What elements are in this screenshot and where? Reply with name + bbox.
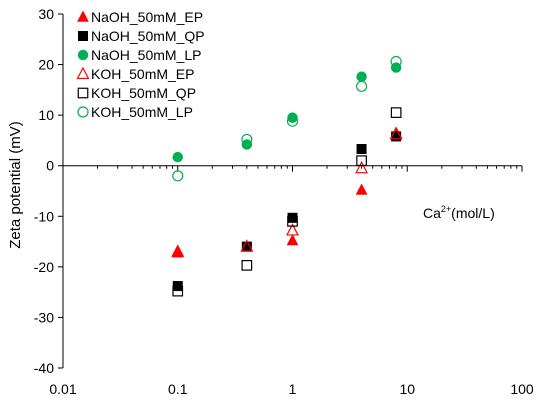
y-tick-label: 0 [46, 158, 54, 174]
legend-label: KOH_50mM_LP [91, 104, 193, 120]
x-tick-label: 0.1 [168, 381, 188, 397]
data-point [355, 80, 368, 92]
legend-marker [77, 106, 89, 118]
legend-item: KOH_50mM_EP [76, 66, 194, 82]
series-koh-50mm-qp [172, 107, 402, 297]
series-naoh-50mm-ep [171, 126, 403, 258]
annotation-rest: (mol/L) [451, 205, 495, 221]
legend-label: NaOH_50mM_LP [91, 47, 202, 63]
legend-item: KOH_50mM_LP [77, 104, 193, 120]
y-tick-label: -30 [34, 309, 54, 325]
x-tick-label: 100 [510, 381, 534, 397]
data-point [171, 244, 185, 257]
series-koh-50mm-ep [171, 127, 403, 257]
legend-marker [77, 87, 89, 99]
legend-item: NaOH_50mM_QP [78, 28, 205, 44]
legend-marker [78, 31, 88, 41]
axes: -40 -30 -20 -10 0 10 20 30 0.01 0.1 1 10 100 [34, 6, 534, 397]
data-marks [171, 55, 403, 297]
data-point [286, 223, 299, 236]
y-tick-label: 20 [38, 57, 54, 73]
legend-label: NaOH_50mM_EP [91, 9, 203, 25]
data-point [172, 151, 183, 163]
data-point [390, 62, 402, 73]
legend-marker [76, 66, 90, 80]
data-point [390, 55, 402, 68]
data-point [389, 127, 403, 140]
y-tick-label: 10 [38, 107, 54, 123]
legend-marker [77, 10, 89, 22]
annotation-base: Ca [423, 205, 441, 221]
data-point [356, 71, 367, 82]
ca-concentration-annotation: Ca2+(mol/L) [423, 204, 495, 221]
data-point [241, 133, 253, 146]
data-point [172, 285, 184, 297]
series-koh-50mm-lp [172, 55, 402, 182]
data-point [355, 183, 368, 195]
data-point [391, 131, 402, 142]
y-tick-label: -10 [34, 208, 54, 224]
legend: NaOH_50mM_EP NaOH_50mM_QP NaOH_50mM_LP KOH_… [76, 9, 205, 120]
data-point [286, 115, 299, 127]
legend-label: NaOH_50mM_QP [91, 28, 205, 44]
data-point [287, 215, 298, 227]
data-point [356, 144, 367, 155]
data-point [287, 212, 298, 223]
x-tick-label: 0.01 [49, 381, 76, 397]
data-point [241, 259, 253, 271]
y-tick-label: -40 [34, 360, 54, 376]
data-point [355, 160, 369, 174]
data-point [172, 170, 184, 182]
series-naoh-50mm-lp [172, 62, 402, 163]
x-tick-label: 1 [289, 381, 297, 397]
annotation-superscript: 2+ [441, 204, 451, 214]
legend-item: NaOH_50mM_EP [77, 9, 203, 25]
legend-marker [77, 49, 89, 61]
y-tick-label: 30 [38, 6, 54, 22]
legend-item: NaOH_50mM_LP [77, 47, 202, 63]
legend-label: KOH_50mM_EP [91, 66, 194, 82]
data-point [356, 155, 367, 167]
y-tick-label: -20 [34, 259, 54, 275]
y-axis-label: Zeta potential (mV) [7, 121, 24, 249]
legend-label: KOH_50mM_QP [91, 85, 196, 101]
data-point [287, 112, 298, 123]
data-point [390, 107, 402, 118]
legend-item: KOH_50mM_QP [77, 85, 196, 101]
data-point [286, 234, 299, 246]
data-point [240, 239, 254, 252]
x-tick-label: 10 [399, 381, 415, 397]
